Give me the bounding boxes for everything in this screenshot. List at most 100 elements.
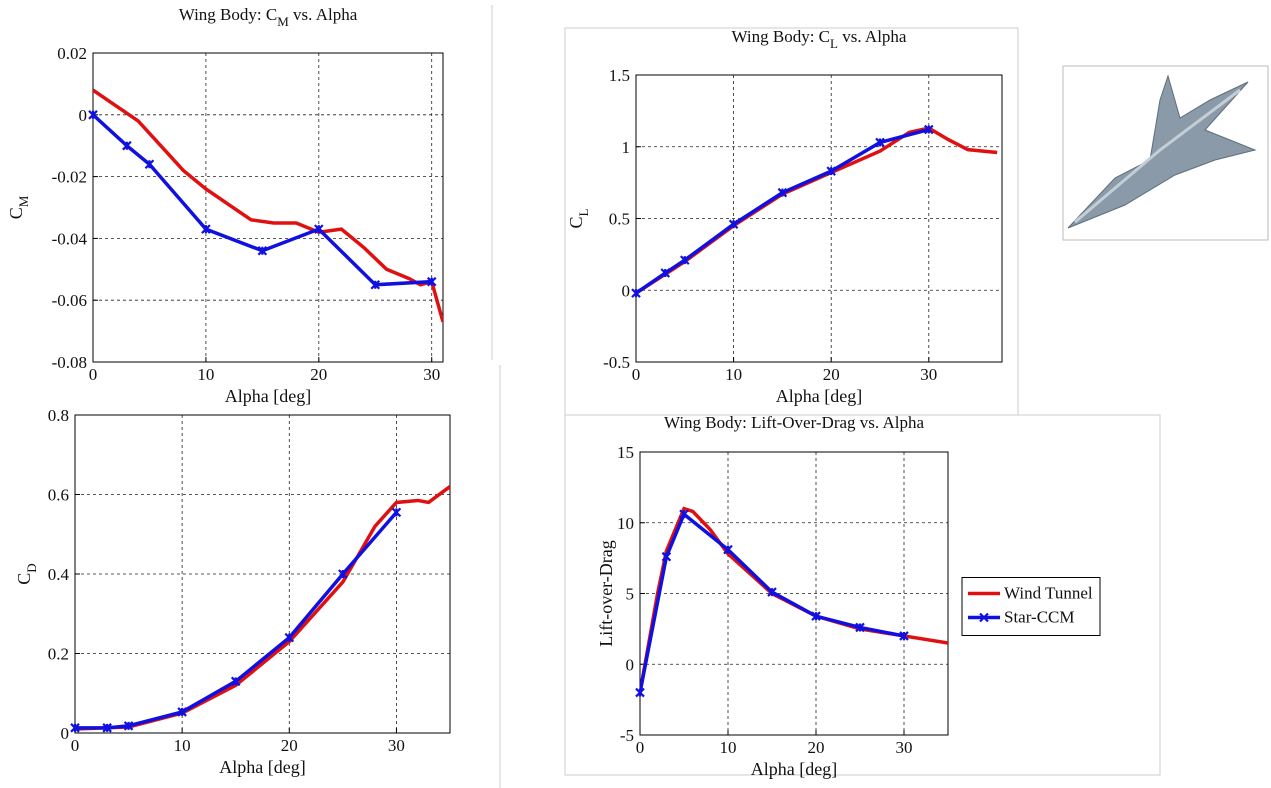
y-tick-label: 0.2 — [48, 645, 69, 664]
marker — [338, 569, 348, 579]
x-tick-label: 20 — [281, 736, 298, 755]
marker — [70, 723, 80, 733]
x-tick-label: 10 — [720, 738, 737, 757]
plot-frame — [74, 414, 451, 734]
legend-marker — [979, 612, 989, 623]
plot-frame — [92, 52, 444, 363]
x-tick-label: 30 — [920, 365, 937, 384]
marker — [660, 268, 671, 278]
y-axis-label-sub: L — [576, 208, 591, 216]
legend-label: Star-CCM — [1004, 608, 1075, 627]
y-tick-label: 1 — [622, 138, 631, 157]
x-tick-label: 20 — [823, 365, 840, 384]
x-tick-label: 30 — [388, 736, 405, 755]
x-tick-label: 0 — [632, 365, 641, 384]
marker — [144, 159, 155, 170]
chart-title: Wing Body: CM vs. Alpha — [179, 5, 358, 29]
y-axis-label-sub: D — [24, 563, 39, 572]
y-axis-label: CD — [14, 563, 39, 584]
x-tick-label: 30 — [896, 738, 913, 757]
marker — [767, 587, 777, 597]
marker — [811, 611, 821, 621]
panel-border — [564, 27, 1019, 416]
chart-title-main: Wing Body: C — [179, 5, 278, 24]
legend-box — [961, 577, 1101, 636]
marker — [426, 276, 437, 287]
y-tick-label: 0.02 — [57, 44, 87, 63]
y-axis-label-main: C — [566, 216, 586, 228]
x-axis-label: Alpha [deg] — [776, 386, 862, 406]
marker — [680, 255, 690, 265]
y-axis-label-main: C — [14, 573, 34, 585]
marker — [257, 245, 268, 256]
y-tick-label: 0 — [622, 281, 631, 300]
y-axis-label-sub: M — [16, 195, 31, 207]
plot-area — [640, 452, 948, 735]
x-axis-label: Alpha [deg] — [751, 759, 837, 779]
marker — [88, 110, 98, 120]
marker — [102, 723, 112, 733]
y-axis-label: CM — [6, 195, 31, 219]
chart-title: Wing Body: CL vs. Alpha — [732, 27, 907, 51]
x-tick-label: 20 — [310, 365, 327, 384]
y-tick-label: -0.02 — [52, 168, 87, 187]
series-line — [93, 88, 443, 323]
marker — [924, 124, 934, 135]
chart-title-main: Wing Body: Lift-Over-Drag vs. Alpha — [664, 413, 925, 432]
marker — [284, 632, 295, 643]
series-line — [640, 511, 905, 693]
y-tick-label: 0.8 — [48, 406, 69, 425]
y-tick-label: 0.6 — [48, 486, 69, 505]
marker — [370, 279, 381, 290]
y-tick-label: -0.04 — [52, 229, 88, 248]
y-axis-label-main: C — [6, 207, 26, 219]
chart-title-sub: M — [277, 14, 289, 29]
marker — [899, 631, 909, 641]
y-axis-label: CL — [566, 208, 591, 228]
marker — [875, 137, 885, 148]
marker — [391, 507, 402, 518]
marker — [314, 224, 324, 234]
marker — [631, 288, 641, 298]
marker — [723, 544, 733, 555]
panel-border — [564, 414, 1161, 776]
chart-title-sub: L — [830, 36, 838, 51]
marker — [230, 676, 241, 687]
marker — [728, 219, 739, 230]
x-tick-label: 0 — [89, 365, 98, 384]
x-tick-label: 10 — [174, 736, 191, 755]
y-tick-label: 0.5 — [609, 210, 630, 229]
chart-title-rest: vs. Alpha — [838, 27, 907, 46]
series-line — [75, 511, 398, 730]
y-tick-label: 10 — [617, 514, 634, 533]
plot-frame — [635, 74, 1003, 363]
y-tick-label: -0.06 — [52, 291, 87, 310]
y-tick-label: 0 — [61, 724, 70, 743]
legend-label: Wind Tunnel — [1004, 584, 1093, 603]
y-tick-label: -0.08 — [52, 353, 87, 372]
marker — [201, 224, 211, 234]
marker — [826, 166, 836, 176]
x-tick-label: 30 — [423, 365, 440, 384]
chart-title: Wing Body: Lift-Over-Drag vs. Alpha — [664, 413, 925, 432]
marker — [123, 721, 134, 731]
aircraft-image — [1062, 65, 1269, 241]
y-tick-label: 15 — [617, 443, 634, 462]
marker — [679, 509, 689, 520]
x-tick-label: 0 — [636, 738, 645, 757]
y-tick-label: 5 — [626, 585, 635, 604]
y-tick-label: -5 — [620, 726, 634, 745]
marker — [635, 687, 645, 698]
chart-title-rest: vs. Alpha — [289, 5, 358, 24]
x-axis-label: Alpha [deg] — [225, 386, 311, 406]
marker — [661, 551, 672, 562]
x-axis-label: Alpha [deg] — [219, 757, 305, 777]
x-tick-label: 10 — [725, 365, 742, 384]
chart-title-main: Wing Body: C — [732, 27, 831, 46]
y-tick-label: -0.5 — [603, 353, 630, 372]
x-tick-label: 0 — [71, 736, 80, 755]
marker — [777, 187, 788, 198]
y-tick-label: 0.4 — [48, 565, 70, 584]
y-axis-label: Lift-over-Drag — [596, 540, 616, 647]
